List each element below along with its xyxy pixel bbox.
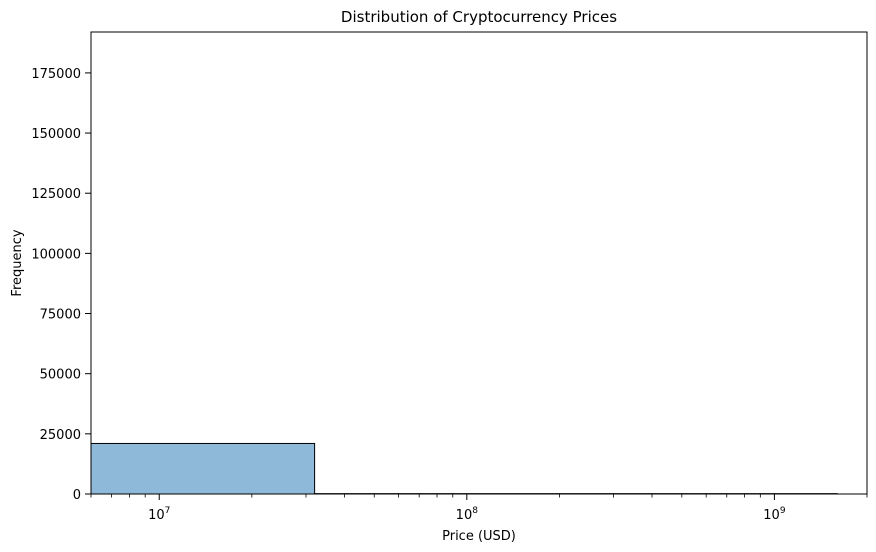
x-axis-minor-ticks — [90, 494, 868, 498]
y-tick-label-7: 175000 — [31, 67, 81, 82]
y-axis-ticks: 0 25000 50000 75000 100000 125000 150000 175000 — [31, 67, 91, 503]
bars-group — [90, 442, 838, 495]
y-tick-label-1: 25000 — [40, 428, 81, 443]
x-tick-label-0: 107 — [148, 506, 170, 523]
y-tick-label-6: 150000 — [31, 127, 81, 142]
y-tick-label-5: 125000 — [31, 187, 81, 202]
y-tick-label-2: 50000 — [40, 368, 81, 383]
x-tick-label-1: 108 — [456, 506, 479, 523]
plot-frame — [90, 31, 868, 495]
x-tick-label-2: 109 — [763, 506, 786, 523]
chart-title: Distribution of Cryptocurrency Prices — [341, 8, 617, 26]
x-axis-ticks: 107 108 109 — [148, 494, 786, 523]
y-tick-label-3: 75000 — [40, 308, 81, 323]
y-tick-label-4: 100000 — [31, 247, 81, 262]
y-axis-label: Frequency — [10, 229, 25, 296]
histogram-bar-0 — [90, 442, 316, 495]
y-tick-label-0: 0 — [73, 488, 81, 503]
x-axis-label: Price (USD) — [442, 529, 516, 544]
